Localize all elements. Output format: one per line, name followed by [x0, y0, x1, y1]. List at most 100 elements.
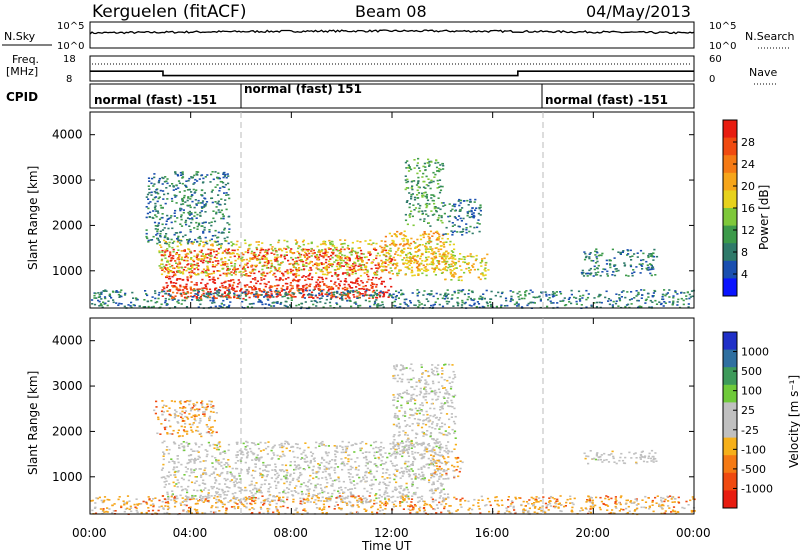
- velocity-cell: [296, 456, 299, 459]
- power-cell: [345, 289, 349, 291]
- power-cell: [398, 270, 401, 272]
- power-cell: [631, 274, 634, 277]
- power-cell: [200, 174, 204, 176]
- power-cell: [94, 292, 97, 295]
- velocity-cell: [341, 499, 344, 502]
- power-cell: [327, 285, 331, 288]
- power-cell: [196, 253, 199, 256]
- power-cell: [350, 269, 353, 272]
- power-cell: [100, 304, 103, 307]
- power-cell: [411, 188, 414, 191]
- power-cell: [200, 206, 203, 208]
- power-cell: [340, 297, 343, 299]
- power-cell: [220, 303, 223, 305]
- power-cell: [414, 207, 418, 209]
- power-cell: [417, 176, 420, 179]
- power-cell: [295, 272, 298, 275]
- velocity-cell: [264, 442, 267, 444]
- velocity-cell: [431, 448, 434, 450]
- power-cell: [236, 253, 239, 255]
- velocity-cell: [228, 487, 231, 489]
- velocity-cell: [431, 450, 434, 453]
- power-cell: [211, 243, 214, 245]
- power-cell: [359, 258, 362, 261]
- power-cell: [198, 242, 201, 245]
- power-cell: [211, 171, 214, 173]
- power-cell: [221, 261, 224, 263]
- power-cell: [456, 297, 459, 299]
- velocity-cell: [412, 456, 415, 458]
- power-cell: [449, 240, 452, 243]
- power-cell: [617, 269, 620, 272]
- power-cell: [170, 270, 173, 273]
- power-cell: [450, 279, 453, 281]
- velocity-cell: [166, 475, 169, 477]
- power-cell: [172, 255, 175, 257]
- velocity-cell: [199, 489, 202, 492]
- velocity-cell: [214, 444, 217, 446]
- power-cell: [376, 305, 379, 307]
- power-cell: [100, 298, 103, 300]
- power-cell: [442, 243, 445, 246]
- power-cell: [351, 249, 354, 251]
- power-cell: [575, 300, 578, 303]
- velocity-cell: [404, 445, 407, 447]
- power-cell: [269, 295, 272, 297]
- power-cell: [205, 201, 209, 203]
- power-cell: [527, 302, 530, 305]
- power-cell: [444, 269, 447, 271]
- power-cell: [375, 254, 378, 257]
- velocity-cell: [233, 477, 236, 479]
- power-cell: [606, 270, 609, 273]
- power-cell: [423, 304, 426, 306]
- power-cell: [347, 292, 350, 295]
- power-cell: [481, 272, 484, 274]
- power-cell: [242, 271, 245, 273]
- power-cell: [432, 304, 435, 306]
- power-cell: [650, 267, 653, 269]
- power-cell: [199, 260, 203, 262]
- power-cell: [300, 253, 303, 256]
- power-cell: [335, 274, 338, 276]
- velocity-cell: [258, 458, 261, 460]
- power-cell: [215, 297, 218, 299]
- power-cell: [257, 258, 260, 261]
- power-cell: [525, 290, 528, 292]
- power-cell: [370, 294, 373, 296]
- power-cell: [593, 302, 596, 304]
- power-cell: [271, 246, 274, 248]
- power-cell: [167, 271, 170, 273]
- power-cell: [302, 286, 305, 289]
- power-cell: [203, 221, 206, 224]
- power-cell: [407, 164, 410, 166]
- velocity-cell: [258, 457, 261, 459]
- velocity-cell: [435, 473, 438, 476]
- power-cell: [289, 290, 292, 292]
- velocity-cell: [274, 496, 277, 498]
- power-cell: [283, 239, 286, 242]
- power-cell: [196, 258, 199, 260]
- power-cell: [224, 263, 227, 265]
- power-cell: [189, 287, 192, 289]
- power-cell: [451, 208, 454, 211]
- velocity-cell: [389, 460, 392, 463]
- power-cell: [431, 248, 434, 250]
- power-cell: [153, 183, 156, 185]
- power-cell: [322, 252, 325, 255]
- power-cell: [190, 240, 193, 243]
- power-cell: [450, 253, 453, 256]
- power-cell: [407, 247, 410, 249]
- power-cell: [453, 216, 456, 218]
- power-cell: [414, 247, 417, 249]
- velocity-cell: [204, 449, 207, 451]
- velocity-cell: [334, 471, 337, 474]
- velocity-cell: [350, 482, 353, 484]
- velocity-cell: [292, 477, 295, 480]
- power-cell: [475, 306, 478, 308]
- velocity-cell: [173, 462, 176, 465]
- power-cell: [289, 284, 292, 287]
- power-cell: [163, 193, 166, 196]
- power-cell: [585, 298, 588, 301]
- power-cell: [437, 197, 440, 199]
- velocity-cell: [164, 477, 167, 480]
